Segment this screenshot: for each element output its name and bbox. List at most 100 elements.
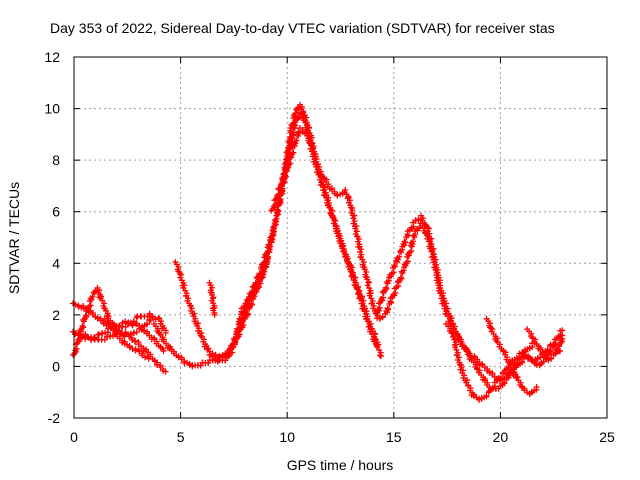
data-point	[372, 331, 379, 338]
data-point	[397, 249, 404, 256]
data-point	[384, 305, 391, 312]
data-point	[143, 320, 150, 327]
data-point	[376, 304, 383, 311]
axis-ticks: 0 5 10 15 20 25 -2 0 2 4 6 8 10 12	[44, 49, 615, 445]
y-axis-label: SDTVAR / TECUs	[6, 182, 22, 294]
chart-title: Day 353 of 2022, Sidereal Day-to-day VTE…	[50, 20, 555, 36]
series-track-5	[101, 315, 152, 362]
plot-frame	[73, 56, 608, 419]
data-point	[269, 232, 276, 239]
data-point	[262, 258, 269, 265]
data-point	[416, 224, 423, 231]
data-point	[122, 318, 129, 325]
data-point	[443, 300, 450, 307]
x-tick-label: 20	[493, 429, 509, 445]
data-point	[247, 295, 254, 302]
data-point	[73, 345, 80, 352]
x-tick-label: 15	[386, 429, 402, 445]
data-point	[145, 355, 152, 362]
series-track-14	[206, 279, 218, 318]
data-point	[402, 239, 409, 246]
data-point	[162, 368, 169, 375]
data-point	[282, 172, 289, 179]
data-point	[70, 328, 76, 335]
y-tick-label: -2	[48, 410, 61, 426]
data-point	[313, 155, 320, 162]
data-point	[398, 275, 405, 282]
data-point	[79, 322, 86, 329]
data-point	[293, 137, 300, 144]
data-point	[291, 119, 298, 126]
data-point	[455, 335, 462, 342]
data-point	[559, 327, 566, 334]
data-point	[287, 160, 294, 167]
data-point	[399, 270, 406, 277]
data-point	[533, 384, 540, 391]
data-point	[434, 266, 441, 273]
data-point	[257, 271, 264, 278]
data-point	[116, 323, 123, 330]
data-point	[287, 127, 294, 134]
data-point	[263, 263, 270, 270]
data-point	[376, 352, 383, 359]
data-point	[397, 274, 404, 281]
data-point	[129, 322, 136, 329]
x-tick-label: 10	[279, 429, 295, 445]
series-track-12	[483, 315, 540, 398]
data-point	[133, 329, 140, 336]
y-tick-label: 4	[52, 255, 60, 271]
data-point	[436, 277, 443, 284]
data-point	[211, 311, 218, 318]
data-point	[391, 292, 398, 299]
data-point	[351, 212, 358, 219]
data-point	[385, 306, 392, 313]
data-point	[390, 269, 397, 276]
data-point	[132, 337, 139, 344]
y-tick-label: 12	[44, 49, 60, 65]
data-point	[391, 262, 398, 269]
data-point	[375, 341, 382, 348]
data-point	[178, 271, 185, 278]
data-point	[256, 284, 263, 291]
data-point	[89, 293, 96, 300]
data-point	[355, 235, 362, 242]
data-point	[322, 184, 329, 191]
data-point	[76, 332, 83, 339]
data-point	[282, 173, 289, 180]
data-point	[518, 358, 525, 365]
series-track-6	[172, 255, 272, 360]
data-point	[353, 228, 360, 235]
data-point	[181, 282, 188, 289]
data-point	[450, 331, 457, 338]
data-point	[175, 353, 182, 360]
data-point	[432, 256, 439, 263]
data-point	[379, 313, 386, 320]
y-tick-label: 2	[52, 307, 60, 323]
x-axis-label: GPS time / hours	[287, 457, 394, 473]
data-point	[409, 238, 416, 245]
data-point	[396, 253, 403, 260]
data-point	[358, 246, 365, 253]
data-point	[141, 327, 148, 334]
data-point	[401, 238, 408, 245]
data-point	[378, 353, 385, 360]
data-point	[252, 279, 259, 286]
data-point	[205, 345, 212, 352]
data-point	[133, 314, 140, 321]
data-point	[332, 217, 339, 224]
data-point	[278, 181, 285, 188]
data-point	[253, 281, 260, 288]
y-tick-label: 10	[44, 101, 60, 117]
data-point	[360, 297, 367, 304]
data-point	[498, 374, 505, 381]
series-track-13	[524, 326, 566, 364]
series-track-2	[70, 284, 154, 358]
data-point	[94, 314, 101, 321]
series-track-8	[206, 101, 385, 365]
data-point	[125, 320, 132, 327]
data-point	[310, 145, 317, 152]
grid-lines	[74, 57, 607, 418]
data-point	[256, 270, 263, 277]
data-point	[383, 286, 390, 293]
